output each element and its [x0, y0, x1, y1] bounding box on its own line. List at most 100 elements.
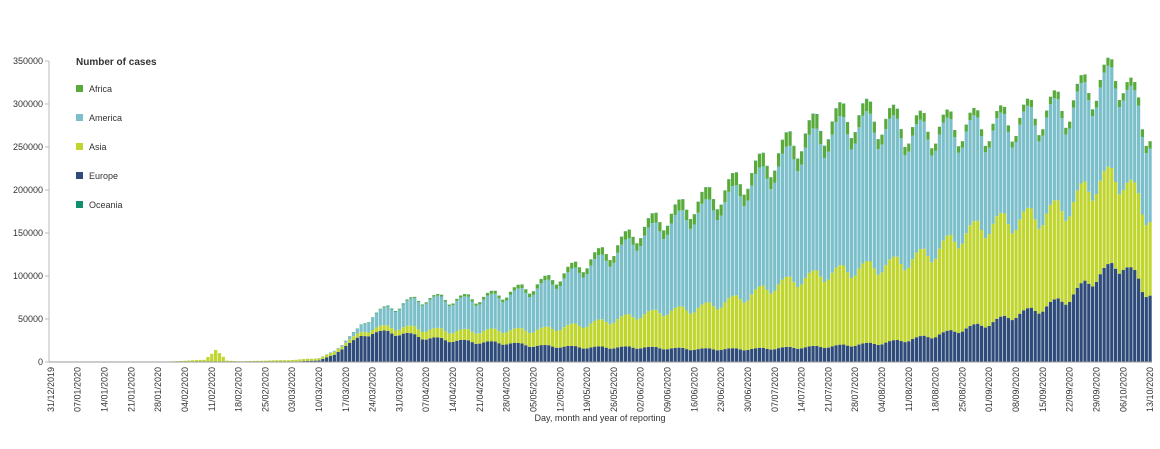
bar-america	[543, 280, 547, 327]
bar-asia	[945, 235, 949, 331]
bar-america	[922, 121, 926, 249]
bar-europe	[443, 340, 448, 362]
bar-america	[631, 244, 635, 318]
bar-asia	[639, 318, 643, 349]
bar-asia	[922, 248, 926, 336]
bar-america	[662, 239, 666, 317]
bar-africa	[888, 108, 892, 119]
bar-america	[926, 139, 930, 256]
bar-europe	[1136, 278, 1141, 362]
bar-europe	[623, 346, 628, 362]
bar-america	[784, 146, 788, 277]
bar-america	[639, 246, 643, 319]
bar-africa	[819, 131, 823, 145]
bar-asia	[976, 220, 980, 324]
bar-europe	[926, 337, 930, 362]
bar-asia	[968, 225, 972, 326]
bar-europe	[351, 340, 356, 362]
bar-asia	[436, 327, 440, 338]
bar-asia	[600, 319, 605, 347]
bar-africa	[612, 256, 616, 263]
bar-asia	[899, 263, 903, 342]
bar-asia	[937, 248, 942, 335]
bar-africa	[685, 209, 689, 221]
bar-america	[1102, 72, 1106, 172]
bar-asia	[1064, 220, 1068, 305]
bar-asia	[378, 325, 382, 331]
bar-africa	[834, 108, 838, 122]
bar-asia	[1117, 194, 1122, 274]
bar-asia	[822, 282, 827, 349]
bar-america	[696, 212, 700, 308]
bar-asia	[547, 326, 551, 346]
bar-asia	[516, 327, 520, 343]
bar-asia	[1033, 219, 1037, 311]
bar-africa	[911, 127, 915, 136]
bar-asia	[719, 307, 723, 350]
bar-africa	[999, 105, 1003, 113]
bar-europe	[593, 346, 597, 362]
bar-america	[374, 313, 379, 328]
bar-asia	[371, 330, 375, 335]
bar-asia	[1098, 180, 1102, 275]
bar-asia	[309, 358, 313, 361]
bar-europe	[359, 335, 363, 362]
bar-america	[627, 238, 631, 315]
bar-europe	[608, 348, 612, 362]
bar-america	[363, 323, 367, 333]
bar-europe	[746, 350, 750, 362]
bar-america	[861, 115, 865, 264]
bar-europe	[987, 326, 991, 362]
bar-america	[761, 166, 765, 286]
x-tick-label: 02/06/2020	[636, 367, 646, 412]
bar-europe	[727, 348, 731, 362]
bar-africa	[769, 177, 773, 190]
bar-europe	[1010, 320, 1014, 362]
bar-america	[505, 300, 509, 333]
bar-america	[489, 293, 493, 329]
bar-america	[436, 295, 440, 328]
bar-asia	[826, 279, 830, 348]
legend-items: Africa America Asia Europe Oceania	[76, 74, 157, 219]
bar-asia	[302, 359, 306, 362]
bar-asia	[263, 360, 267, 362]
bar-europe	[773, 349, 777, 362]
bar-asia	[773, 290, 777, 350]
bar-america	[1033, 125, 1037, 220]
bar-america	[1140, 136, 1145, 215]
x-tick-label: 22/09/2020	[1065, 367, 1075, 412]
bar-asia	[650, 309, 654, 347]
bar-europe	[1056, 298, 1060, 362]
bar-europe	[891, 340, 896, 362]
bar-asia	[807, 272, 811, 347]
bar-africa	[773, 170, 777, 183]
bar-asia	[868, 261, 873, 343]
bar-america	[1025, 105, 1030, 208]
bar-america	[956, 152, 961, 249]
bar-america	[455, 300, 459, 332]
bar-europe	[566, 346, 570, 362]
bar-asia	[198, 359, 202, 362]
bar-asia	[570, 323, 574, 346]
bar-africa	[635, 243, 639, 251]
legend-item-africa: Africa	[76, 74, 157, 103]
bar-asia	[1106, 166, 1110, 265]
bar-africa	[796, 158, 800, 172]
bar-africa	[926, 131, 930, 140]
bar-america	[822, 157, 827, 283]
bar-europe	[769, 349, 773, 362]
bar-america	[708, 199, 712, 303]
bar-asia	[252, 360, 256, 362]
bar-africa	[439, 294, 444, 297]
bar-africa	[681, 199, 685, 211]
bar-america	[340, 345, 344, 347]
bar-asia	[761, 285, 765, 348]
bar-america	[424, 303, 428, 332]
bar-america	[1022, 111, 1026, 212]
bar-america	[1056, 99, 1060, 201]
bar-asia	[654, 309, 658, 348]
bar-asia	[405, 325, 409, 333]
bar-africa	[1022, 104, 1026, 112]
bar-europe	[673, 347, 677, 362]
bar-africa	[696, 201, 700, 213]
